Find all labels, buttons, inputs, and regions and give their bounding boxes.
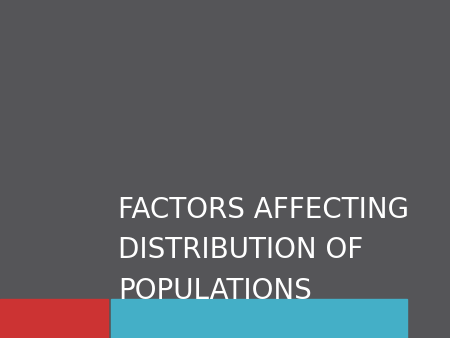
Text: POPULATIONS: POPULATIONS [118,277,312,305]
Bar [111,299,407,338]
Bar [0,299,108,338]
Text: DISTRIBUTION OF: DISTRIBUTION OF [118,236,363,264]
Text: FACTORS AFFECTING: FACTORS AFFECTING [118,196,409,223]
